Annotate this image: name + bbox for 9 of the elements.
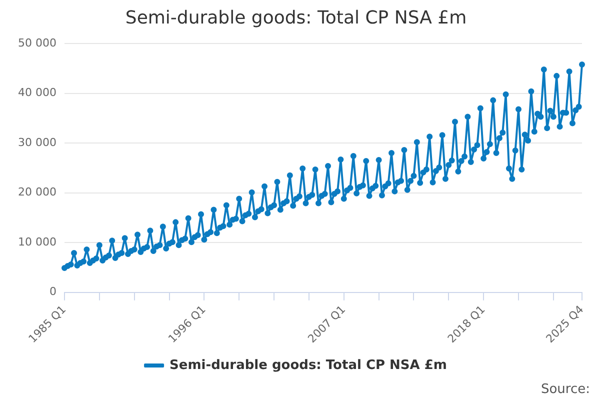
y-tick-label: 0 [49, 285, 56, 298]
y-tick-label: 10 000 [18, 235, 56, 248]
y-tick-label: 30 000 [18, 136, 56, 149]
chart-title: Semi-durable goods: Total CP NSA £m [125, 7, 467, 28]
y-tick-label: 20 000 [18, 186, 56, 199]
legend-label: Semi-durable goods: Total CP NSA £m [170, 358, 447, 373]
y-tick-label: 40 000 [18, 86, 56, 100]
y-tick-label: 50 000 [18, 36, 56, 50]
source-note: Source: [540, 382, 590, 397]
